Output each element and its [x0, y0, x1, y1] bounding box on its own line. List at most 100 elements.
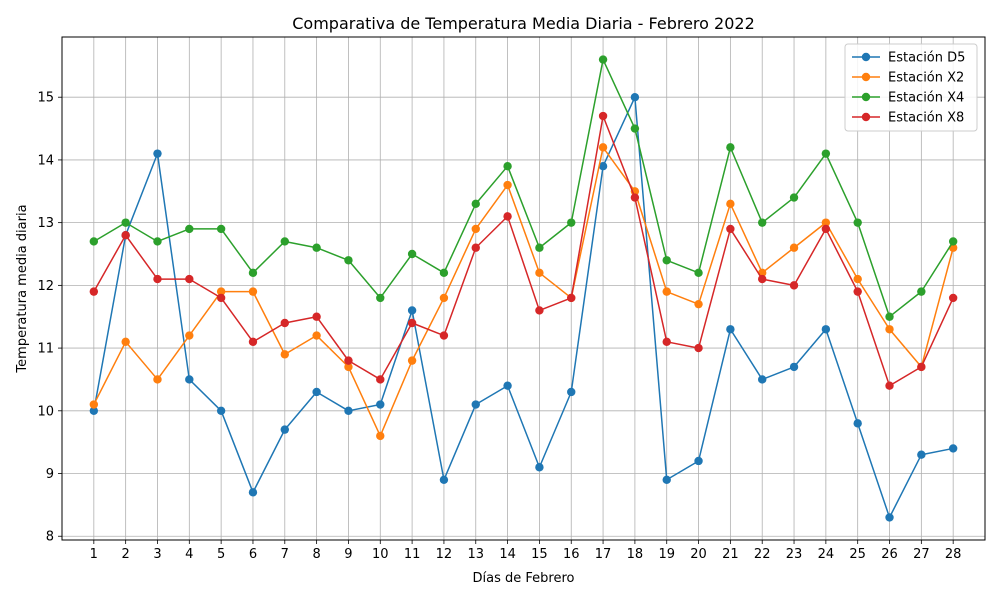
data-point	[885, 381, 894, 390]
data-point	[662, 287, 671, 296]
data-point	[89, 287, 99, 296]
legend: Estación D5 Estación X2 Estación X4 Estació…	[844, 43, 978, 132]
y-axis-ticks: 8 9 10 11 12 13 14 15	[37, 91, 62, 545]
data-point	[630, 93, 640, 102]
data-point	[121, 230, 130, 240]
data-point	[503, 180, 512, 190]
data-point	[280, 237, 289, 246]
data-point	[407, 249, 417, 259]
data-point	[216, 406, 226, 416]
y-tick-label: 8	[46, 530, 54, 545]
data-point	[89, 400, 99, 409]
series-3	[89, 55, 958, 321]
data-point	[439, 331, 449, 340]
x-tick-label: 5	[217, 547, 225, 562]
data-point	[89, 237, 99, 246]
legend-item: Estación X4	[852, 91, 964, 106]
data-point	[344, 362, 353, 372]
data-point	[312, 243, 321, 252]
data-point	[567, 293, 576, 303]
x-tick-label: 27	[913, 547, 930, 562]
data-point	[376, 400, 385, 409]
data-point	[185, 375, 194, 384]
data-point	[567, 218, 576, 227]
data-point	[407, 306, 417, 315]
x-tick-label: 25	[849, 547, 866, 562]
legend-label: Estación X2	[888, 71, 964, 86]
data-point	[407, 356, 417, 365]
x-tick-label: 11	[404, 547, 421, 562]
data-point	[948, 293, 958, 303]
series-line	[93, 96, 954, 519]
data-point	[694, 299, 703, 309]
legend-item: Estación X2	[852, 71, 964, 86]
data-point	[789, 281, 799, 290]
x-tick-label: 4	[185, 547, 193, 562]
x-tick-label: 2	[122, 547, 130, 562]
data-point	[121, 218, 130, 227]
x-tick-label: 8	[312, 547, 320, 562]
data-point	[758, 274, 767, 284]
data-point	[407, 318, 417, 328]
legend-marker	[861, 92, 871, 102]
x-tick-label: 28	[945, 547, 962, 562]
data-point	[567, 387, 576, 397]
legend-marker	[861, 72, 871, 82]
data-point	[726, 224, 735, 234]
data-point	[216, 293, 226, 303]
x-tick-label: 13	[467, 547, 484, 562]
x-tick-label: 20	[690, 547, 707, 562]
data-point	[853, 419, 862, 428]
x-tick-label: 22	[754, 547, 771, 562]
data-point	[439, 475, 449, 484]
data-point	[789, 193, 799, 202]
legend-label: Estación D5	[888, 51, 965, 66]
x-tick-label: 26	[881, 547, 898, 562]
data-point	[662, 475, 671, 484]
data-point	[185, 274, 194, 284]
data-point	[503, 381, 512, 390]
data-point	[471, 199, 480, 209]
data-point	[312, 312, 321, 321]
data-point	[598, 161, 608, 171]
legend-item: Estación D5	[852, 51, 965, 66]
plot-frame	[61, 36, 986, 541]
chart-title: Comparativa de Temperatura Media Diaria …	[292, 14, 755, 33]
data-point	[344, 356, 353, 365]
data-point	[216, 287, 226, 296]
data-point	[789, 243, 799, 252]
data-point	[789, 362, 799, 372]
data-point	[471, 224, 480, 234]
y-tick-label: 14	[37, 153, 54, 168]
data-point	[376, 431, 385, 441]
data-point	[376, 293, 385, 303]
data-point	[726, 325, 735, 334]
data-point	[312, 387, 321, 397]
x-tick-label: 6	[249, 547, 257, 562]
y-tick-label: 13	[37, 216, 54, 231]
y-tick-label: 10	[37, 404, 54, 419]
data-point	[885, 325, 894, 334]
data-point	[344, 256, 353, 265]
data-point	[503, 212, 512, 221]
series-lines	[89, 55, 958, 522]
y-tick-label: 12	[37, 279, 54, 294]
y-tick-label: 11	[37, 342, 54, 357]
data-point	[89, 406, 99, 416]
data-point	[598, 55, 608, 64]
data-point	[726, 143, 735, 152]
legend-label: Estación X8	[888, 111, 964, 126]
data-point	[821, 149, 831, 158]
data-point	[153, 375, 162, 384]
data-point	[471, 400, 480, 409]
data-point	[917, 287, 926, 296]
data-point	[758, 375, 767, 384]
x-tick-label: 3	[153, 547, 161, 562]
x-axis-label: Días de Febrero	[473, 571, 575, 586]
data-point	[439, 293, 449, 303]
x-tick-label: 17	[595, 547, 612, 562]
data-point	[248, 268, 258, 278]
data-point	[598, 111, 608, 121]
data-point	[280, 318, 289, 328]
